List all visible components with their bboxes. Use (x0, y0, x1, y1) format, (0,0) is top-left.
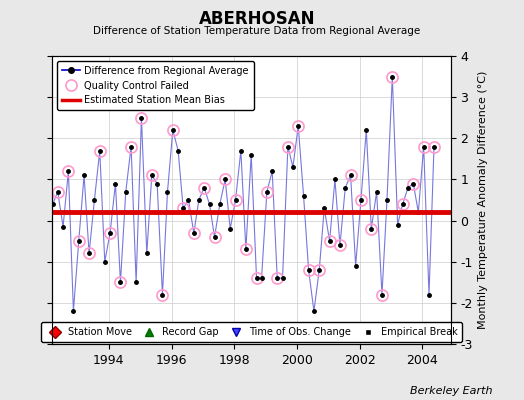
Text: Difference of Station Temperature Data from Regional Average: Difference of Station Temperature Data f… (93, 26, 420, 36)
Text: Berkeley Earth: Berkeley Earth (410, 386, 493, 396)
Legend: Station Move, Record Gap, Time of Obs. Change, Empirical Break: Station Move, Record Gap, Time of Obs. C… (41, 322, 462, 342)
Y-axis label: Monthly Temperature Anomaly Difference (°C): Monthly Temperature Anomaly Difference (… (478, 71, 488, 329)
Text: ABERHOSAN: ABERHOSAN (199, 10, 315, 28)
